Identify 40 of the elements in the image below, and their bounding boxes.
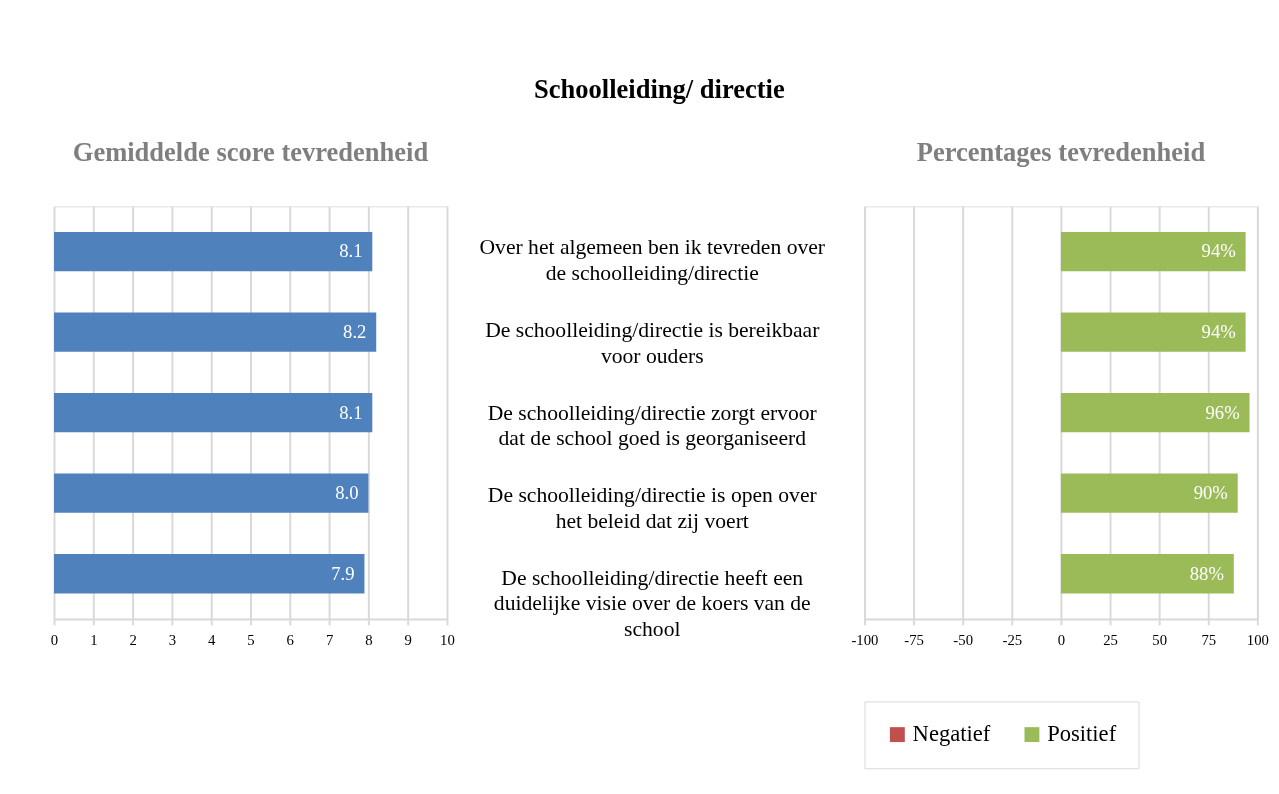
x-tick-label: 7 xyxy=(325,631,334,648)
x-tick-label: 6 xyxy=(286,631,294,648)
x-tick-label: 8 xyxy=(365,631,373,648)
data-label: 94% xyxy=(1201,240,1236,262)
data-label: 7.9 xyxy=(331,562,355,584)
x-tick-label: 10 xyxy=(440,631,455,648)
x-tick-label: 1 xyxy=(90,631,98,648)
data-label: 8.1 xyxy=(339,401,363,423)
data-label: 8.1 xyxy=(339,240,363,262)
data-label: 90% xyxy=(1193,482,1228,504)
chart-title: Percentages tevredenheid xyxy=(916,137,1206,168)
x-tick-label: 50 xyxy=(1152,631,1168,648)
x-tick-label: 3 xyxy=(168,631,177,648)
y-tick-label: Over het algemeen ben ik tevreden over de schoolleiding/directie xyxy=(479,235,826,286)
legend-label: Positief xyxy=(1047,721,1117,747)
chart-title: Gemiddelde score tevredenheid xyxy=(72,137,429,168)
y-tick-label: De schoolleiding/directie is bereikbaar voor ouders xyxy=(485,318,820,368)
x-tick-label: 4 xyxy=(208,631,217,648)
data-label: 8.0 xyxy=(335,482,359,504)
x-tick-label: 0 xyxy=(1057,631,1066,648)
x-tick-label: 9 xyxy=(404,631,412,648)
y-tick-label: De schoolleiding/directie is open over het beleid dat zij voert xyxy=(487,483,817,533)
x-tick-label: -75 xyxy=(904,631,924,648)
x-tick-label: -50 xyxy=(953,631,973,648)
data-label: 96% xyxy=(1205,401,1240,423)
x-tick-label: 75 xyxy=(1201,631,1217,648)
data-label: 88% xyxy=(1189,562,1224,584)
x-tick-label: -25 xyxy=(1002,631,1023,648)
y-tick-label: De schoolleiding/directie zorgt ervoor dat de school goed is georganiseerd xyxy=(487,400,817,451)
text: Schoolleiding/ directie xyxy=(534,73,785,104)
legend-label: Negatief xyxy=(912,721,991,747)
x-tick-label: 2 xyxy=(129,631,137,648)
data-label: 94% xyxy=(1201,320,1236,342)
x-tick-label: 0 xyxy=(50,631,59,648)
data-label: 8.2 xyxy=(343,320,367,342)
x-tick-label: 5 xyxy=(247,631,255,648)
x-tick-label: 100 xyxy=(1246,631,1269,648)
x-tick-label: 25 xyxy=(1103,631,1118,648)
x-tick-label: -100 xyxy=(851,631,879,648)
y-tick-label: De schoolleiding/directie heeft een duidelijke visie over de koers van de school xyxy=(493,565,811,641)
